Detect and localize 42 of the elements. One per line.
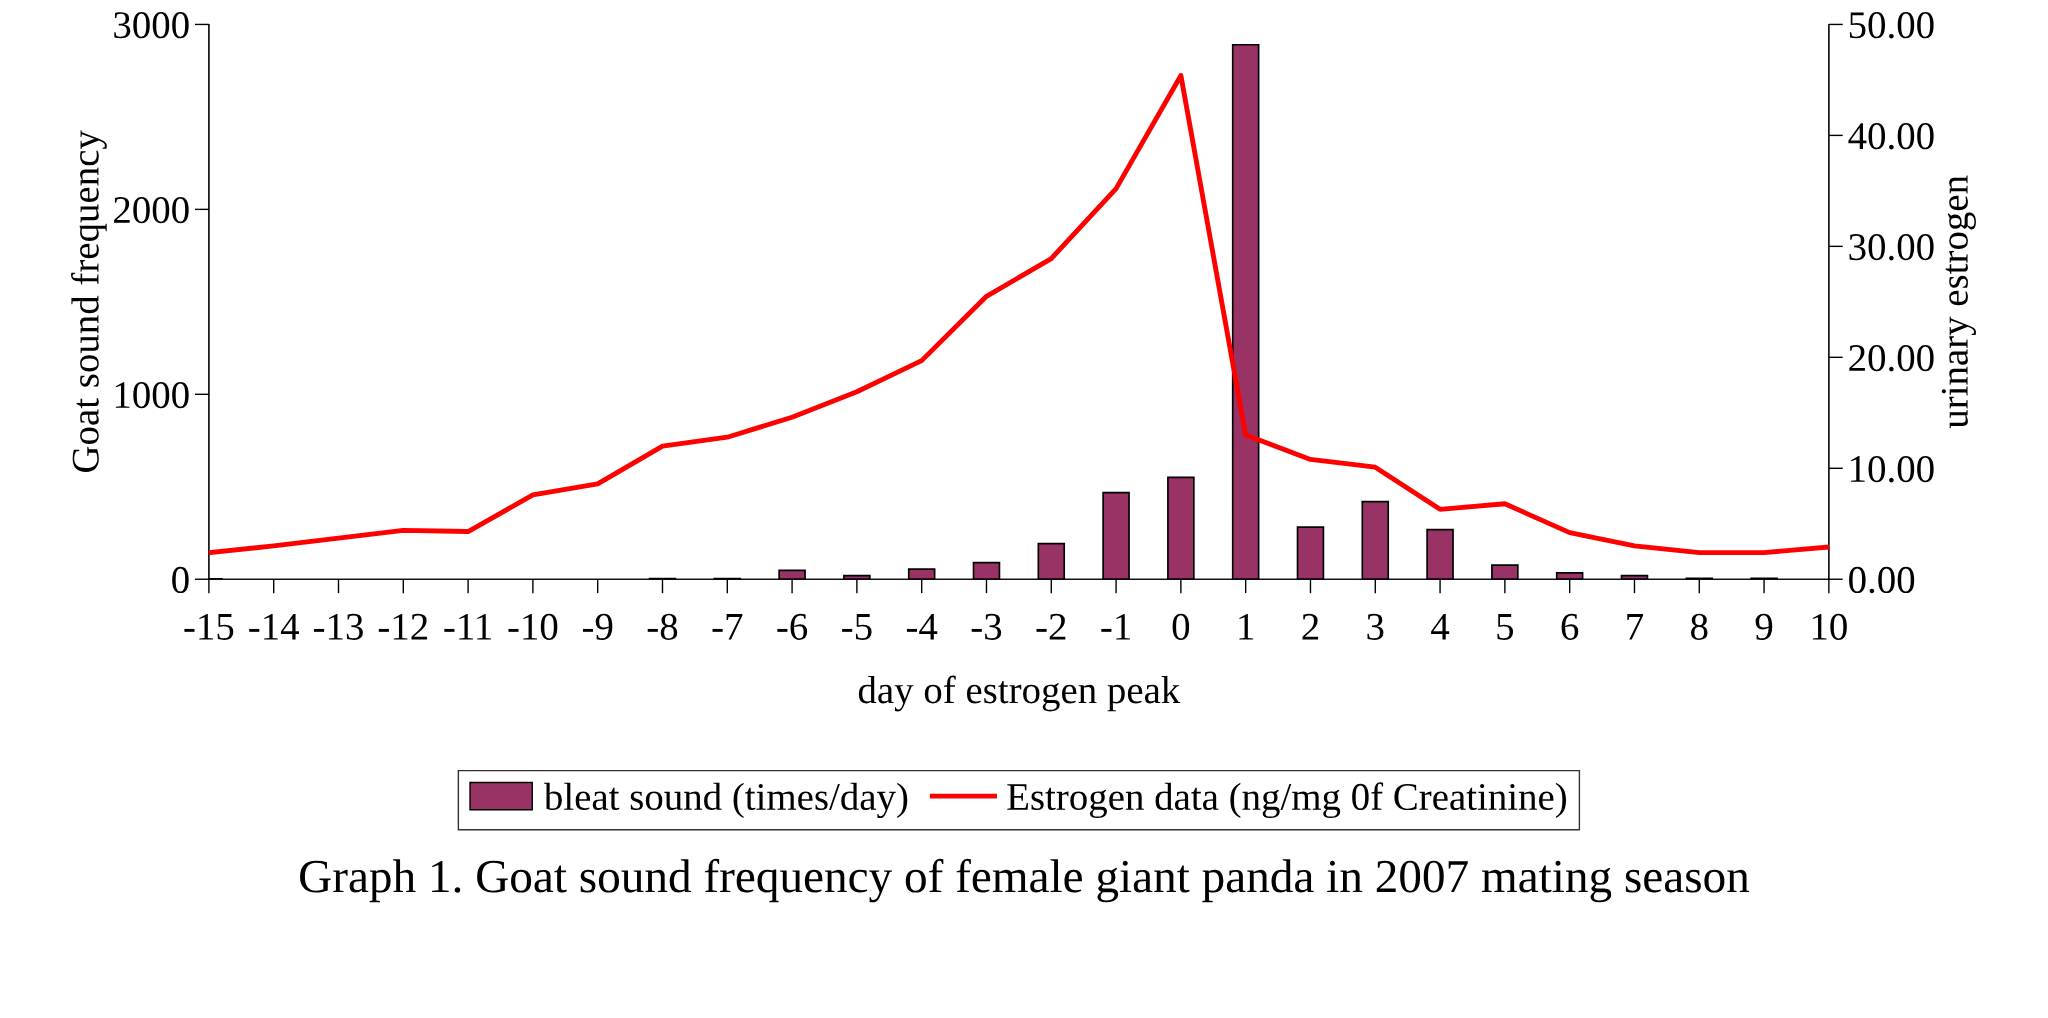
x-tick-label: -6	[777, 613, 808, 640]
y2-tick-label: 50.00	[1849, 12, 1934, 39]
x-tick-label: -3	[971, 613, 1002, 640]
legend-label: Estrogen data (ng/mg 0f Creatinine)	[1007, 782, 1567, 819]
x-tick-label: 9	[1755, 613, 1773, 640]
y2-tick-label: 20.00	[1849, 344, 1934, 372]
x-tick-label: 3	[1367, 613, 1384, 640]
y2-tick-label: 30.00	[1849, 233, 1934, 261]
x-tick-label: -13	[314, 613, 363, 640]
text: Graph 1. Goat sound frequency of female giant panda in 2007 mating season	[300, 858, 1750, 903]
y-tick-label: 2000	[114, 197, 189, 224]
y2-tick-label: 10.00	[1851, 455, 1934, 483]
x-tick-label: -4	[906, 613, 938, 640]
x-tick-label: -5	[842, 614, 872, 640]
x-axis-title: day of estrogen peak	[858, 675, 1181, 712]
x-tick-label: -11	[444, 613, 491, 640]
legend-label: bleat sound (times/day)	[543, 782, 908, 819]
x-tick-label: 4	[1431, 613, 1450, 640]
x-tick-label: 2	[1302, 613, 1319, 640]
x-tick-label: -12	[378, 613, 428, 640]
x-tick-label: -14	[249, 613, 300, 640]
x-tick-label: -7	[712, 614, 743, 640]
y2-axis-title: urinary estrogen	[1941, 175, 1976, 429]
x-tick-label: -8	[647, 613, 678, 640]
x-tick-label: 7	[1627, 614, 1644, 640]
x-tick-label: -10	[508, 613, 558, 640]
x-tick-label: -9	[582, 613, 613, 640]
y-tick-label: 1000	[115, 381, 189, 409]
y2-tick-label: 0.00	[1849, 566, 1915, 594]
x-tick-label: 10	[1812, 613, 1847, 640]
x-tick-label: 8	[1691, 613, 1708, 640]
x-tick-label: 0	[1172, 613, 1190, 640]
x-tick-label: -1	[1101, 613, 1130, 640]
y-tick-label: 0	[172, 566, 189, 594]
x-tick-label: 6	[1561, 613, 1579, 640]
y2-tick-label: 40.00	[1848, 123, 1934, 150]
x-tick-label: -15	[184, 613, 234, 640]
x-tick-label: 5	[1497, 614, 1514, 640]
y-axis-title: Goat sound frequency	[71, 130, 107, 472]
x-tick-label: -2	[1036, 613, 1066, 640]
y-tick-label: 3000	[114, 12, 189, 39]
x-tick-label: 1	[1239, 613, 1254, 640]
